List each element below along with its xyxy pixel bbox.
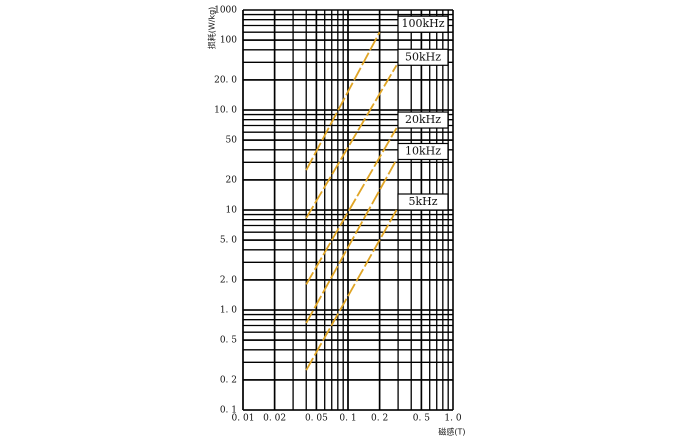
x-tick-label: 0. 05 (305, 414, 328, 424)
y-tick-label: 0. 5 (220, 336, 237, 346)
y-tick-label: 1. 0 (220, 306, 237, 316)
y-tick-label: 0. 1 (220, 406, 237, 416)
series-line (305, 31, 381, 171)
series-line (305, 127, 398, 285)
x-tick-label: 0. 02 (263, 414, 286, 424)
x-tick-label: 0. 5 (413, 414, 430, 424)
series-label-box (397, 48, 449, 66)
y-tick-label: 5. 0 (220, 236, 237, 246)
series-label: 50kHz (405, 50, 441, 63)
series-line (305, 209, 398, 371)
y-tick-label: 50 (226, 136, 238, 146)
series-line (305, 159, 398, 324)
series-label-box (397, 15, 449, 33)
series-label: 10kHz (405, 144, 441, 157)
y-tick-label: 2. 0 (220, 275, 237, 285)
x-axis-title: 磁感(T) (438, 427, 465, 437)
x-tick-label: 0. 1 (339, 414, 356, 424)
x-tick-label: 0. 01 (232, 414, 255, 424)
series-label-box (397, 193, 449, 211)
y-tick-label: 20 (226, 175, 238, 185)
y-tick-label: 1000 (214, 6, 237, 16)
y-tick-label: 10. 0 (214, 106, 237, 116)
y-tick-label: 20. 0 (214, 75, 237, 85)
y-tick-label: 0. 2 (220, 375, 237, 385)
series-line (305, 64, 398, 219)
series-label-box (397, 142, 449, 161)
y-tick-label: 10 (226, 206, 238, 216)
series-label: 5kHz (408, 195, 437, 208)
y-tick-label: 100 (220, 36, 237, 46)
x-tick-label: 0. 2 (371, 414, 388, 424)
series-label-box (397, 111, 449, 129)
series-label: 100kHz (401, 17, 444, 30)
y-axis-title: 损耗(W/kg) (207, 7, 217, 50)
series-label: 20kHz (405, 113, 441, 126)
x-tick-label: 1. 0 (444, 414, 461, 424)
